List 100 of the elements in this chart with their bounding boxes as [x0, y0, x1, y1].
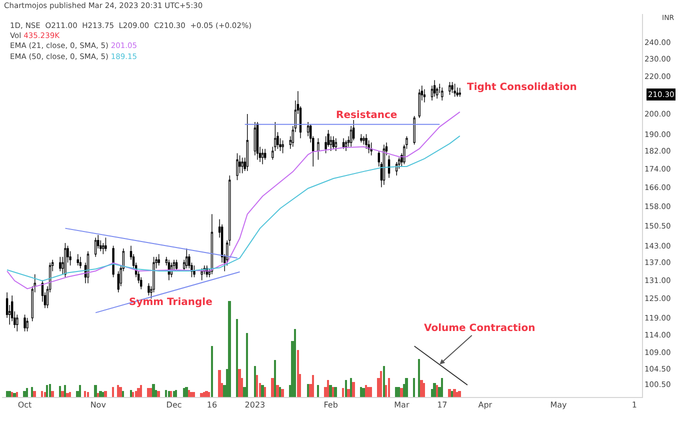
- bar: [451, 391, 453, 397]
- bar: [152, 384, 155, 397]
- bar: [59, 386, 61, 397]
- annotation: Volume Contraction: [424, 323, 536, 334]
- candlestick: [86, 250, 90, 284]
- bar: [345, 380, 347, 397]
- x-tick-label: May: [550, 400, 568, 410]
- bar: [119, 387, 122, 397]
- bar: [102, 392, 104, 397]
- candlestick: [79, 256, 82, 269]
- bar: [256, 375, 258, 397]
- bar: [64, 385, 66, 397]
- bar: [165, 390, 167, 397]
- candlestick: [454, 83, 456, 98]
- candlestick: [441, 87, 444, 101]
- bar: [317, 385, 319, 397]
- bar: [246, 333, 248, 397]
- bar: [294, 329, 296, 397]
- candlestick: [413, 116, 416, 145]
- bar: [352, 382, 355, 397]
- annotation: Symm Triangle: [129, 297, 213, 308]
- bar: [347, 389, 350, 397]
- bar: [135, 391, 137, 397]
- x-tick-label: Apr: [478, 400, 493, 410]
- candlestick: [210, 214, 214, 275]
- bar: [97, 393, 99, 397]
- bar: [99, 391, 102, 397]
- bar: [13, 393, 16, 397]
- bar: [183, 388, 185, 397]
- bar: [276, 385, 279, 397]
- candlestick: [344, 140, 348, 152]
- bar: [150, 388, 152, 397]
- bar: [44, 392, 46, 397]
- bar: [69, 392, 71, 397]
- annotation: Tight Consolidation: [467, 82, 577, 93]
- annotation: Resistance: [336, 110, 398, 121]
- candlestick: [175, 259, 178, 272]
- bar: [380, 371, 382, 397]
- bar: [254, 366, 256, 397]
- bar: [365, 385, 367, 397]
- candlestick: [24, 314, 26, 332]
- candlestick: [360, 134, 362, 143]
- candlestick: [388, 155, 390, 178]
- candlestick: [451, 82, 454, 94]
- bar: [342, 388, 344, 397]
- bar: [453, 389, 456, 397]
- bar: [49, 384, 51, 397]
- bar: [327, 380, 329, 397]
- bar: [441, 378, 443, 397]
- bar: [360, 387, 362, 397]
- candlestick: [186, 248, 188, 269]
- candlestick: [26, 318, 28, 332]
- bar: [173, 391, 175, 397]
- bar: [236, 319, 238, 397]
- candlestick: [76, 254, 79, 266]
- bar: [274, 360, 276, 397]
- bar: [61, 391, 64, 397]
- bar: [350, 378, 352, 397]
- bar: [193, 392, 195, 397]
- bar: [436, 385, 438, 397]
- bar: [117, 385, 119, 397]
- bar: [448, 389, 451, 397]
- bar: [79, 385, 81, 397]
- bar: [418, 359, 420, 397]
- bar: [137, 388, 140, 397]
- candlestick: [448, 82, 451, 96]
- candlestick: [158, 254, 160, 266]
- bar: [307, 384, 309, 397]
- bar: [388, 378, 390, 397]
- bar: [312, 375, 314, 397]
- x-tick-label: Mar: [394, 400, 410, 410]
- x-tick-label: 16: [206, 400, 218, 410]
- candlestick: [458, 88, 461, 98]
- bar: [238, 369, 241, 397]
- bar: [104, 391, 107, 397]
- bar: [334, 387, 337, 397]
- line-series: [6, 111, 460, 290]
- bar: [281, 389, 284, 397]
- bar: [11, 392, 13, 397]
- bar: [398, 387, 400, 397]
- bar: [23, 391, 26, 397]
- bar: [332, 387, 334, 397]
- bar: [420, 380, 423, 397]
- candlestick: [148, 282, 150, 296]
- candlestick: [256, 122, 259, 160]
- bar: [16, 392, 18, 397]
- bar: [188, 390, 190, 397]
- bar: [185, 387, 188, 397]
- x-tick-label: Nov: [90, 400, 106, 410]
- bar: [400, 388, 403, 397]
- x-tick-label: Dec: [166, 400, 182, 410]
- candlestick: [16, 314, 18, 332]
- candlestick: [382, 144, 386, 186]
- candlestick: [365, 134, 368, 150]
- bar: [8, 391, 11, 397]
- bar: [26, 388, 28, 397]
- candlestick: [112, 245, 114, 278]
- bar: [66, 393, 69, 397]
- bar: [433, 383, 436, 397]
- candlestick: [456, 87, 458, 98]
